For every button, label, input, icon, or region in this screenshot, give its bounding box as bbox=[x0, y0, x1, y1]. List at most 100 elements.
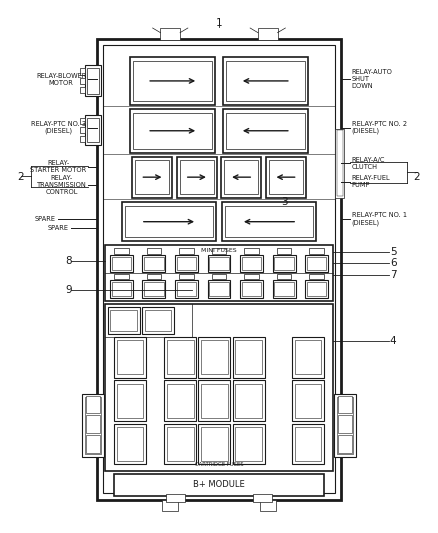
Bar bbox=[135, 160, 170, 194]
Bar bbox=[146, 248, 161, 254]
Text: 7: 7 bbox=[390, 270, 396, 280]
Bar bbox=[125, 206, 213, 237]
Bar bbox=[295, 427, 321, 461]
Bar bbox=[265, 157, 306, 198]
Bar bbox=[212, 248, 226, 254]
Text: RELAY-BLOWER
MOTOR: RELAY-BLOWER MOTOR bbox=[36, 73, 86, 86]
Bar bbox=[309, 248, 324, 254]
Bar bbox=[179, 273, 194, 279]
Bar bbox=[86, 434, 100, 453]
Bar bbox=[277, 248, 292, 254]
Bar bbox=[110, 310, 137, 330]
Text: RELAY-A/C
CLUTCH: RELAY-A/C CLUTCH bbox=[352, 157, 385, 169]
Bar bbox=[260, 500, 276, 512]
Bar bbox=[208, 255, 230, 272]
Bar bbox=[240, 255, 263, 272]
Bar bbox=[162, 500, 178, 512]
Bar bbox=[268, 160, 303, 194]
Bar bbox=[201, 427, 228, 461]
Text: 5: 5 bbox=[390, 247, 396, 257]
Bar bbox=[142, 255, 165, 272]
Bar bbox=[80, 135, 85, 142]
Bar bbox=[225, 206, 313, 237]
Bar bbox=[133, 61, 212, 101]
Bar bbox=[142, 280, 165, 298]
Bar bbox=[114, 248, 129, 254]
Bar bbox=[224, 160, 258, 194]
Bar bbox=[114, 424, 146, 464]
Bar bbox=[164, 381, 196, 421]
Bar bbox=[146, 273, 161, 279]
Text: 6: 6 bbox=[390, 259, 396, 268]
Bar bbox=[336, 130, 343, 196]
Bar bbox=[97, 38, 341, 500]
Bar bbox=[114, 381, 146, 421]
Bar bbox=[275, 257, 294, 270]
Bar bbox=[242, 282, 261, 296]
Bar bbox=[179, 248, 194, 254]
Bar bbox=[338, 434, 352, 453]
Text: RELAY-PTC NO. 1
(DIESEL): RELAY-PTC NO. 1 (DIESEL) bbox=[352, 212, 407, 225]
Bar bbox=[208, 280, 230, 298]
Bar bbox=[108, 307, 140, 334]
Bar bbox=[114, 273, 129, 279]
Bar bbox=[177, 257, 196, 270]
Bar bbox=[235, 384, 262, 418]
Bar bbox=[175, 255, 198, 272]
Bar bbox=[112, 257, 131, 270]
Bar bbox=[145, 310, 171, 330]
Bar bbox=[80, 87, 85, 93]
Bar bbox=[198, 381, 230, 421]
Bar bbox=[295, 340, 321, 375]
Bar bbox=[144, 282, 163, 296]
Bar bbox=[80, 68, 85, 75]
Bar bbox=[212, 273, 226, 279]
Bar bbox=[132, 157, 173, 198]
Bar bbox=[223, 57, 308, 105]
Text: 2: 2 bbox=[414, 172, 420, 182]
Text: RELAY-PTC NO. 2
(DIESEL): RELAY-PTC NO. 2 (DIESEL) bbox=[352, 121, 407, 134]
Bar bbox=[292, 337, 324, 378]
Bar bbox=[221, 157, 261, 198]
Text: RELAY-AUTO
SHUT
DOWN: RELAY-AUTO SHUT DOWN bbox=[352, 69, 392, 90]
Bar bbox=[198, 337, 230, 378]
Bar bbox=[117, 384, 143, 418]
Bar bbox=[85, 397, 102, 454]
Bar bbox=[244, 273, 259, 279]
Bar bbox=[233, 337, 265, 378]
Bar bbox=[233, 424, 265, 464]
Bar bbox=[235, 427, 262, 461]
Bar bbox=[122, 203, 216, 241]
Bar bbox=[133, 113, 212, 149]
Text: CARTRIDGE FUSES: CARTRIDGE FUSES bbox=[194, 463, 244, 467]
Bar bbox=[338, 395, 352, 414]
Bar bbox=[167, 340, 194, 375]
Bar bbox=[87, 118, 99, 142]
Bar bbox=[292, 424, 324, 464]
Text: RELAY-FUEL
PUMP: RELAY-FUEL PUMP bbox=[352, 175, 390, 188]
Bar bbox=[105, 245, 333, 301]
Bar bbox=[292, 381, 324, 421]
Bar bbox=[201, 384, 228, 418]
Bar bbox=[235, 340, 262, 375]
Text: 9: 9 bbox=[66, 285, 72, 295]
Bar bbox=[335, 128, 344, 198]
Bar bbox=[85, 66, 101, 96]
Bar bbox=[175, 280, 198, 298]
Bar bbox=[242, 257, 261, 270]
Bar bbox=[253, 495, 272, 503]
Text: MINI FUSES: MINI FUSES bbox=[201, 248, 237, 253]
Bar bbox=[307, 257, 326, 270]
Bar bbox=[114, 337, 146, 378]
Text: RELAY-PTC NO. 3
(DIESEL): RELAY-PTC NO. 3 (DIESEL) bbox=[31, 121, 86, 134]
Bar bbox=[244, 248, 259, 254]
Bar bbox=[130, 109, 215, 152]
Bar bbox=[209, 257, 229, 270]
Bar bbox=[226, 113, 305, 149]
Bar bbox=[80, 118, 85, 124]
Bar bbox=[222, 203, 316, 241]
Bar bbox=[87, 68, 99, 94]
Bar bbox=[160, 28, 180, 39]
Text: 2: 2 bbox=[18, 172, 24, 182]
Text: B+ MODULE: B+ MODULE bbox=[193, 480, 245, 489]
